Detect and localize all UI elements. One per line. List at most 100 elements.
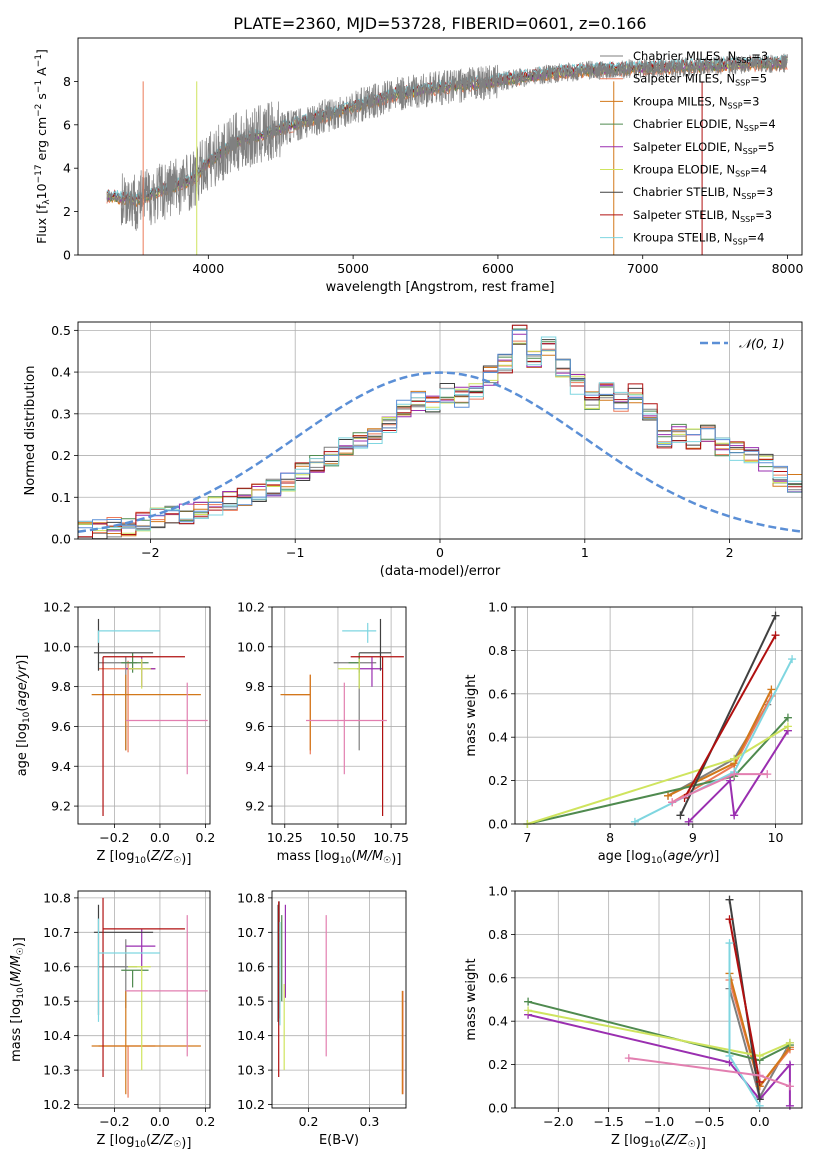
residual-histogram-step (78, 324, 802, 538)
y-tick-label: 10.3 (237, 1063, 265, 1078)
weight-point-marker (788, 655, 797, 664)
x-tick-label: 8 (606, 830, 614, 845)
y-tick-label: 10.2 (43, 600, 71, 615)
y-tick-label: 4 (63, 161, 71, 176)
y-tick-label: 9.8 (51, 679, 71, 694)
weight-point-marker (664, 791, 673, 800)
y-tick-label: 10.3 (43, 1063, 71, 1078)
weight-point-marker (730, 811, 739, 820)
error-bar (357, 656, 383, 687)
y-tick-label: 10.8 (43, 890, 71, 905)
legend-label: Salpeter MILES, NSSP=5 (633, 72, 767, 88)
weight-point-marker (630, 817, 639, 826)
x-tick-label: 2 (726, 545, 734, 560)
residual-histogram-plot: −2 −1 0 1 2 0.0 0.1 0.2 0.3 0.4 0.5 𝒩(0, 1) (data-mo… (23, 321, 803, 579)
weight-point-marker (783, 722, 792, 731)
x-tick-label: 10.75 (373, 830, 409, 845)
error-bar (342, 622, 377, 643)
error-bar (93, 618, 154, 671)
x-tick-label: 1 (581, 545, 589, 560)
residual-histogram-step (78, 324, 802, 538)
error-bar (97, 918, 160, 1022)
x-tick-label: 0.3 (360, 1114, 380, 1129)
weight-point-marker (767, 685, 776, 694)
legend-label: Salpeter STELIB, NSSP=3 (633, 208, 772, 224)
y-tick-label: 9.4 (245, 759, 265, 774)
legend-label: Chabrier STELIB, NSSP=3 (633, 185, 773, 201)
x-tick-label: 0.0 (150, 830, 170, 845)
x-tick-label: 0.0 (750, 1114, 770, 1129)
y-tick-label: 0.4 (488, 730, 508, 745)
x-axis-label: wavelength [Angstrom, rest frame] (326, 280, 555, 295)
y-tick-label: 10.2 (237, 1097, 265, 1112)
residual-histogram-step (78, 329, 802, 531)
weight-point-marker (725, 895, 734, 904)
weight-point-marker (763, 770, 772, 779)
y-axis-label: age [log10(age/yr)] (15, 655, 32, 777)
y-tick-label: 10.8 (237, 890, 265, 905)
y-axis-label: Flux [fλ10−17 erg cm−2 s−1 A−1] (34, 49, 52, 244)
error-bar (98, 656, 138, 751)
x-tick-label: 0.2 (196, 830, 216, 845)
error-bar (98, 660, 156, 753)
x-tick-label: 0.2 (299, 1114, 319, 1129)
y-axis-label: mass weight (464, 958, 479, 1040)
weight-point-marker (755, 1051, 764, 1060)
x-tick-label: −2.0 (543, 1114, 573, 1129)
y-tick-label: 0.2 (488, 773, 508, 788)
y-tick-label: 9.2 (245, 799, 265, 814)
y-tick-label: 9.8 (245, 679, 265, 694)
y-tick-label: 1.0 (488, 600, 508, 615)
mass-vs-metallicity-plot: −0.2 0.0 0.2 10.2 10.3 10.4 10.5 10.6 10.7 10.8 Z … (9, 890, 215, 1151)
error-bar (280, 674, 311, 751)
y-tick-label: 10.2 (237, 600, 265, 615)
legend-label: 𝒩(0, 1) (739, 336, 785, 351)
error-bar (306, 682, 387, 775)
weight-point-marker (725, 939, 734, 948)
y-tick-label: 0.2 (488, 1057, 508, 1072)
y-tick-label: 10.5 (237, 994, 265, 1009)
weight-point-marker (771, 631, 780, 640)
weight-point-marker (785, 1060, 794, 1069)
weight-point-marker (730, 770, 739, 779)
y-tick-label: 8 (63, 74, 71, 89)
weight-point-marker (755, 1101, 764, 1110)
x-axis-label: Z [log10(Z/Z☉)] (97, 849, 192, 867)
legend-label: Kroupa ELODIE, NSSP=4 (633, 163, 767, 179)
figure-title: PLATE=2360, MJD=53728, FIBERID=0601, z=0… (233, 14, 646, 33)
y-tick-label: 0.6 (488, 970, 508, 985)
error-bar (125, 656, 156, 687)
axes-frame (271, 606, 407, 825)
weight-point-marker (755, 1071, 764, 1080)
y-tick-label: 10.0 (237, 639, 265, 654)
weight-point-marker (624, 1054, 633, 1063)
weight-point-marker (726, 776, 735, 785)
y-tick-label: 10.6 (43, 959, 71, 974)
legend-label: Salpeter ELODIE, NSSP=5 (633, 140, 775, 156)
y-tick-label: 10.2 (43, 1097, 71, 1112)
y-tick-label: 6 (63, 117, 71, 132)
y-tick-label: 0.4 (51, 365, 71, 380)
axes-frame (77, 890, 211, 1109)
y-tick-label: 10.6 (237, 959, 265, 974)
error-bar (98, 939, 138, 1009)
y-tick-label: 9.6 (245, 719, 265, 734)
y-tick-label: 2 (63, 204, 71, 219)
y-tick-label: 10.0 (43, 639, 71, 654)
y-tick-label: 0.5 (51, 323, 71, 338)
x-tick-label: 8000 (772, 261, 804, 276)
mass-vs-ebv-plot: 0.2 0.3 10.2 10.3 10.4 10.5 10.6 10.7 10.8 E(B-V) (237, 890, 407, 1148)
x-tick-label: 6000 (482, 261, 514, 276)
y-tick-label: 10.5 (43, 994, 71, 1009)
y-tick-label: 10.4 (43, 1028, 71, 1043)
error-bar (128, 966, 151, 1071)
y-axis-label: mass weight (464, 674, 479, 756)
legend-label: Chabrier ELODIE, NSSP=4 (633, 117, 776, 133)
y-tick-label: 0.3 (51, 406, 71, 421)
y-tick-label: 0.2 (51, 448, 71, 463)
x-tick-label: −0.2 (99, 830, 129, 845)
weight-point-marker (524, 997, 533, 1006)
weight-series-line (687, 730, 789, 823)
x-tick-label: 0 (436, 545, 444, 560)
error-bar (98, 1045, 156, 1098)
